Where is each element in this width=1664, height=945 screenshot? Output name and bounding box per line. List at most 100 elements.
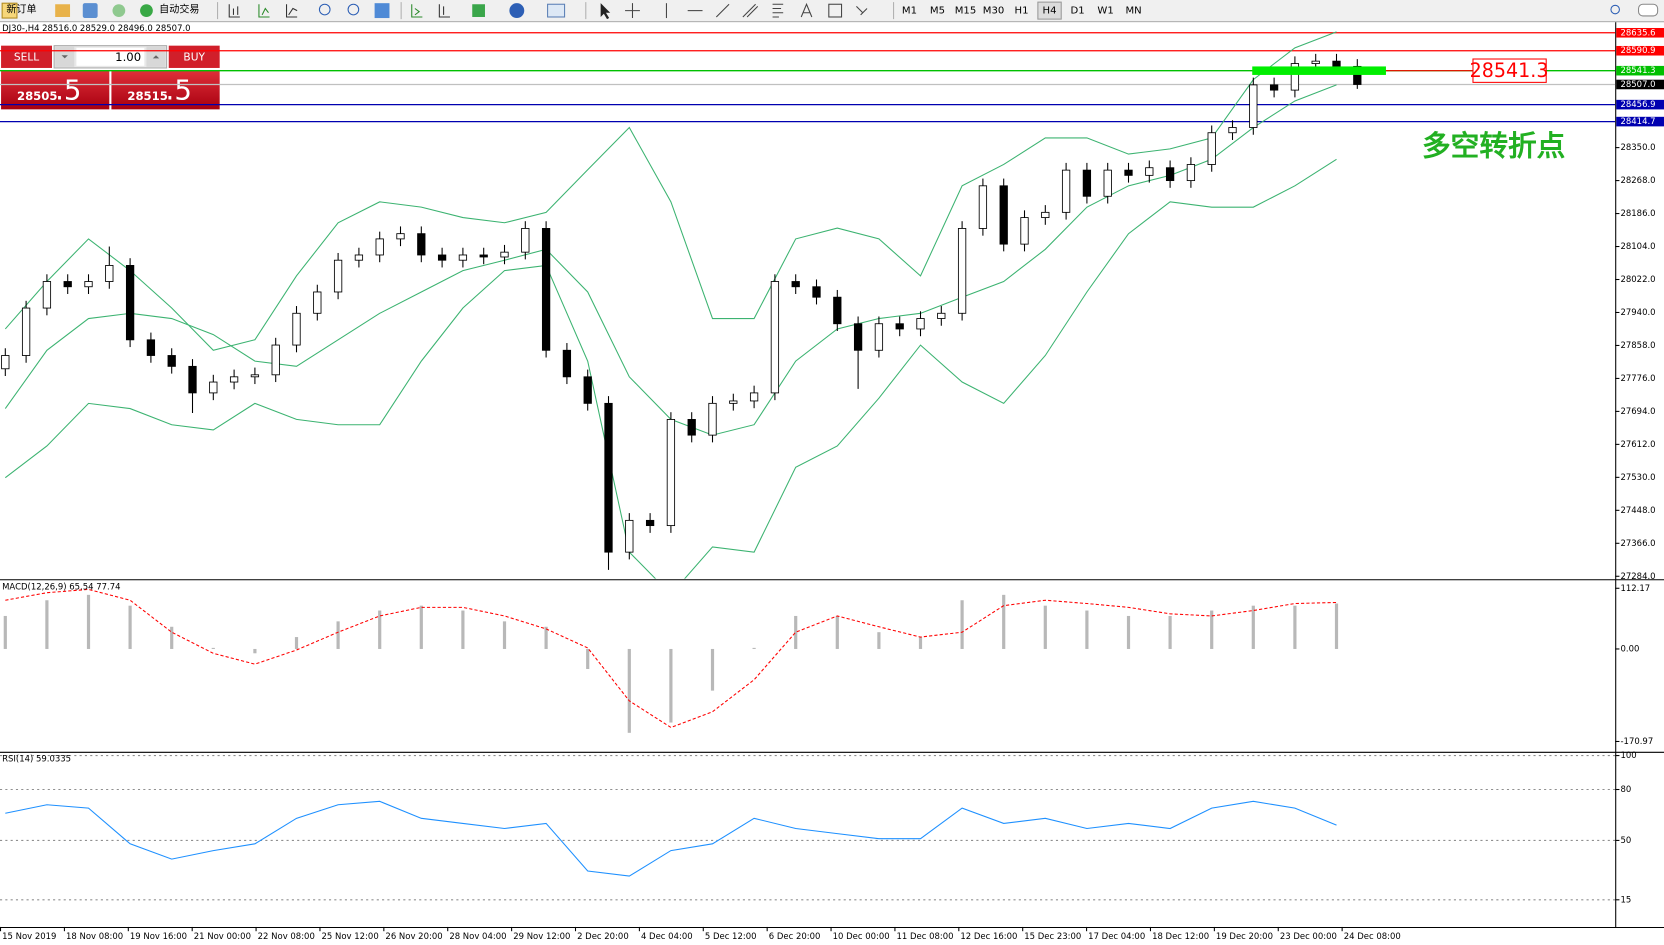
candle-body bbox=[105, 265, 114, 282]
lot-field[interactable] bbox=[76, 47, 145, 66]
timeframe-button[interactable]: H4 bbox=[1043, 6, 1057, 17]
trendline-icon[interactable] bbox=[715, 3, 730, 18]
search-icon[interactable] bbox=[1610, 4, 1620, 15]
tick-label: 27284.0 bbox=[1620, 572, 1655, 582]
tile-icon[interactable] bbox=[374, 3, 390, 19]
buy-price-pip[interactable]: .5 bbox=[166, 73, 192, 106]
macd-bar bbox=[419, 605, 423, 649]
price-box-label: 28541.3 bbox=[1470, 59, 1549, 82]
candle-body bbox=[957, 228, 967, 314]
candle-body bbox=[812, 286, 821, 298]
macd-bar bbox=[794, 615, 798, 649]
candle-body bbox=[1228, 127, 1237, 134]
macd-bar bbox=[544, 626, 548, 649]
time-label: 10 Dec 00:00 bbox=[833, 932, 890, 942]
bar-chart-icon[interactable] bbox=[228, 4, 240, 18]
time-label: 21 Nov 00:00 bbox=[194, 932, 251, 942]
sell-label[interactable]: SELL bbox=[14, 50, 39, 63]
toolbar-bg bbox=[0, 0, 1664, 22]
timeframe-button[interactable]: M5 bbox=[930, 6, 945, 17]
fibo-icon[interactable] bbox=[772, 3, 784, 18]
macd-bar bbox=[1043, 605, 1047, 649]
candle-body bbox=[1, 355, 10, 370]
lot-value[interactable]: 1.00 bbox=[115, 50, 141, 64]
timeframe-button[interactable]: W1 bbox=[1097, 6, 1113, 17]
macd-signal bbox=[5, 588, 1337, 729]
candle-body bbox=[1249, 84, 1258, 128]
level-label: 28414.7 bbox=[1620, 117, 1655, 127]
sell-price-pip[interactable]: .5 bbox=[55, 73, 81, 106]
autoscroll-icon[interactable] bbox=[411, 4, 423, 18]
tick-label: 27448.0 bbox=[1620, 506, 1655, 516]
candle-body bbox=[375, 238, 384, 256]
candle-body bbox=[729, 400, 738, 404]
templates-icon[interactable] bbox=[547, 3, 566, 18]
new-order-button[interactable]: 新订单 bbox=[6, 3, 36, 16]
tick-label: 28104.0 bbox=[1620, 242, 1655, 252]
indicator-title: MACD(12,26,9) 65.54 77.74 bbox=[2, 583, 120, 593]
arrows-icon[interactable] bbox=[856, 5, 868, 16]
candle-body bbox=[562, 349, 572, 378]
auto-trading-icon[interactable] bbox=[140, 4, 153, 17]
candle-body bbox=[458, 254, 468, 261]
tick-label: 15 bbox=[1620, 895, 1631, 905]
period-icon[interactable] bbox=[509, 3, 525, 19]
sell-price-big[interactable]: 28505 bbox=[17, 89, 58, 103]
candle-body bbox=[1269, 84, 1279, 91]
candle-body bbox=[354, 254, 364, 261]
macd-bar bbox=[1126, 615, 1131, 649]
tick-label: 28268.0 bbox=[1620, 176, 1655, 186]
level-label: 28507.0 bbox=[1620, 80, 1655, 90]
timeframe-button[interactable]: M15 bbox=[955, 6, 977, 17]
candle-body bbox=[895, 323, 904, 330]
buy-price-big[interactable]: 28515 bbox=[127, 89, 168, 103]
time-label: 6 Dec 20:00 bbox=[769, 932, 821, 942]
indicators-icon[interactable] bbox=[472, 4, 485, 17]
toolbar-icon[interactable] bbox=[112, 4, 126, 17]
cursor-icon[interactable] bbox=[600, 3, 611, 20]
buy-price-box[interactable] bbox=[111, 70, 220, 110]
label-icon[interactable] bbox=[828, 3, 843, 18]
candle-body bbox=[853, 323, 863, 351]
macd-bar bbox=[1210, 610, 1214, 649]
crosshair-icon[interactable] bbox=[625, 3, 640, 19]
time-label: 22 Nov 08:00 bbox=[258, 932, 315, 942]
candle-body bbox=[21, 307, 31, 356]
zoom-out-icon[interactable] bbox=[347, 3, 360, 16]
candle-body bbox=[396, 233, 405, 240]
candle-chart-icon[interactable] bbox=[258, 4, 270, 18]
candle-body bbox=[1186, 164, 1196, 182]
macd-bar bbox=[86, 594, 91, 649]
text-icon[interactable] bbox=[800, 2, 813, 18]
timeframe-button[interactable]: D1 bbox=[1070, 6, 1084, 17]
sell-price-box[interactable] bbox=[1, 70, 110, 110]
candle-body bbox=[271, 344, 280, 376]
zoom-in-icon[interactable] bbox=[318, 3, 331, 16]
pivot-zone bbox=[1252, 66, 1386, 75]
candle-body bbox=[209, 381, 218, 394]
shift-icon[interactable] bbox=[438, 4, 450, 18]
channel-icon[interactable] bbox=[742, 3, 759, 18]
tick-label: 27530.0 bbox=[1620, 473, 1655, 483]
toolbar-icon[interactable] bbox=[55, 4, 71, 17]
new-order-icon[interactable] bbox=[1, 2, 18, 19]
tick-label: 27366.0 bbox=[1620, 539, 1655, 549]
timeframe-button[interactable]: M1 bbox=[902, 6, 917, 17]
auto-trading-button[interactable]: 自动交易 bbox=[159, 3, 199, 16]
candle-body bbox=[250, 374, 260, 378]
chat-icon[interactable] bbox=[1638, 3, 1659, 17]
candle-body bbox=[1165, 167, 1175, 182]
timeframe-button[interactable]: H1 bbox=[1015, 6, 1029, 17]
macd-bar bbox=[1293, 605, 1297, 649]
chart-bg bbox=[0, 22, 1616, 945]
buy-label[interactable]: BUY bbox=[183, 50, 205, 63]
candle-body bbox=[417, 233, 426, 256]
macd-bar bbox=[586, 648, 590, 669]
candle-body bbox=[916, 318, 925, 330]
timeframe-button[interactable]: M30 bbox=[983, 6, 1005, 17]
timeframe-button[interactable]: MN bbox=[1125, 6, 1141, 17]
macd-bar bbox=[461, 610, 465, 649]
toolbar-icon[interactable] bbox=[82, 3, 98, 19]
candle-body bbox=[978, 185, 988, 229]
line-chart-icon[interactable] bbox=[286, 4, 298, 18]
